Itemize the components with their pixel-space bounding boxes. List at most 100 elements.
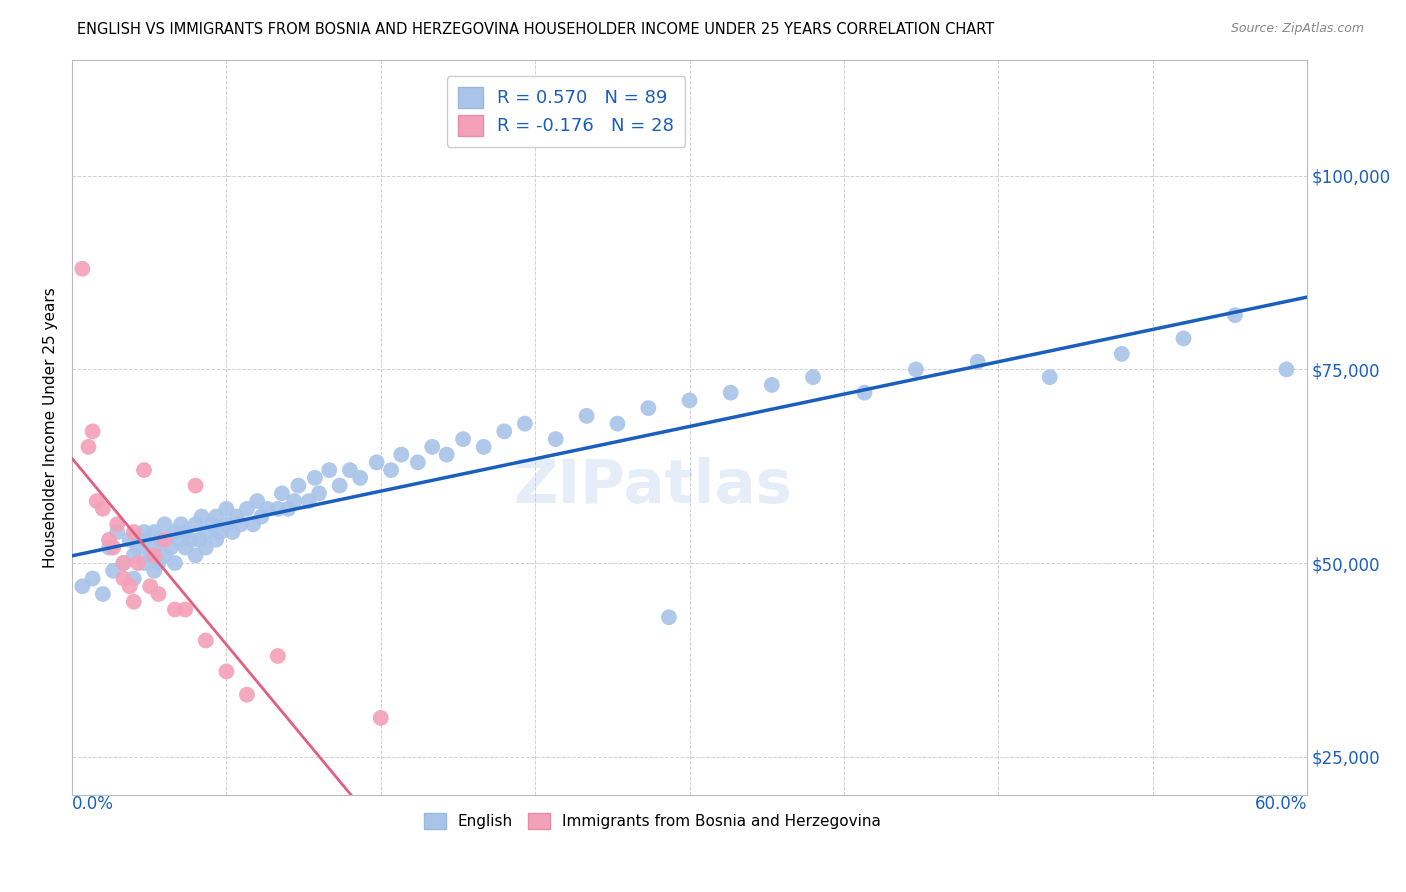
- Point: [229, 517, 252, 532]
- Point: [205, 533, 228, 547]
- Point: [494, 425, 516, 439]
- Point: [256, 501, 278, 516]
- Point: [180, 533, 202, 547]
- Point: [209, 524, 232, 539]
- Point: [349, 471, 371, 485]
- Point: [472, 440, 495, 454]
- Point: [761, 378, 783, 392]
- Point: [105, 524, 128, 539]
- Point: [283, 494, 305, 508]
- Point: [127, 556, 149, 570]
- Point: [174, 524, 197, 539]
- Point: [132, 533, 155, 547]
- Point: [72, 579, 94, 593]
- Point: [380, 463, 402, 477]
- Point: [167, 533, 190, 547]
- Text: 0.0%: 0.0%: [72, 796, 114, 814]
- Point: [122, 572, 145, 586]
- Legend: English, Immigrants from Bosnia and Herzegovina: English, Immigrants from Bosnia and Herz…: [418, 807, 887, 836]
- Point: [308, 486, 330, 500]
- Point: [174, 602, 197, 616]
- Point: [188, 533, 211, 547]
- Point: [127, 541, 149, 555]
- Point: [101, 564, 124, 578]
- Point: [215, 517, 238, 532]
- Point: [271, 486, 294, 500]
- Point: [606, 417, 628, 431]
- Point: [246, 494, 269, 508]
- Point: [236, 688, 259, 702]
- Point: [105, 517, 128, 532]
- Point: [77, 440, 100, 454]
- Point: [184, 478, 207, 492]
- Point: [420, 440, 443, 454]
- Text: 60.0%: 60.0%: [1254, 796, 1308, 814]
- Point: [194, 541, 217, 555]
- Point: [174, 541, 197, 555]
- Point: [118, 533, 141, 547]
- Point: [163, 556, 186, 570]
- Point: [267, 501, 290, 516]
- Point: [801, 370, 824, 384]
- Point: [101, 541, 124, 555]
- Point: [184, 549, 207, 563]
- Point: [72, 261, 94, 276]
- Point: [139, 549, 162, 563]
- Point: [98, 541, 121, 555]
- Point: [149, 533, 172, 547]
- Point: [132, 463, 155, 477]
- Point: [451, 432, 474, 446]
- Point: [720, 385, 742, 400]
- Point: [82, 572, 104, 586]
- Point: [98, 533, 121, 547]
- Point: [308, 881, 330, 892]
- Point: [122, 524, 145, 539]
- Point: [267, 648, 290, 663]
- Point: [148, 556, 170, 570]
- Point: [277, 501, 299, 516]
- Point: [143, 524, 166, 539]
- Point: [242, 517, 264, 532]
- Point: [544, 432, 567, 446]
- Point: [1223, 308, 1246, 322]
- Point: [194, 524, 217, 539]
- Point: [205, 509, 228, 524]
- Point: [86, 494, 108, 508]
- Point: [1173, 331, 1195, 345]
- Point: [148, 587, 170, 601]
- Text: ENGLISH VS IMMIGRANTS FROM BOSNIA AND HERZEGOVINA HOUSEHOLDER INCOME UNDER 25 YE: ENGLISH VS IMMIGRANTS FROM BOSNIA AND HE…: [77, 22, 994, 37]
- Point: [153, 533, 176, 547]
- Point: [298, 494, 321, 508]
- Point: [366, 455, 388, 469]
- Point: [132, 556, 155, 570]
- Point: [184, 517, 207, 532]
- Point: [250, 509, 273, 524]
- Point: [190, 509, 212, 524]
- Point: [904, 362, 927, 376]
- Point: [853, 385, 876, 400]
- Point: [143, 549, 166, 563]
- Text: Source: ZipAtlas.com: Source: ZipAtlas.com: [1230, 22, 1364, 36]
- Point: [436, 448, 458, 462]
- Point: [221, 524, 243, 539]
- Point: [163, 524, 186, 539]
- Point: [159, 541, 181, 555]
- Point: [225, 509, 247, 524]
- Point: [122, 549, 145, 563]
- Point: [143, 564, 166, 578]
- Point: [91, 501, 114, 516]
- Point: [153, 517, 176, 532]
- Point: [678, 393, 700, 408]
- Text: ZIPatlas: ZIPatlas: [513, 457, 792, 516]
- Point: [163, 602, 186, 616]
- Point: [82, 425, 104, 439]
- Point: [201, 517, 224, 532]
- Point: [329, 478, 352, 492]
- Point: [318, 463, 340, 477]
- Point: [143, 541, 166, 555]
- Point: [194, 633, 217, 648]
- Point: [1275, 362, 1298, 376]
- Point: [287, 478, 309, 492]
- Point: [118, 579, 141, 593]
- Point: [112, 556, 135, 570]
